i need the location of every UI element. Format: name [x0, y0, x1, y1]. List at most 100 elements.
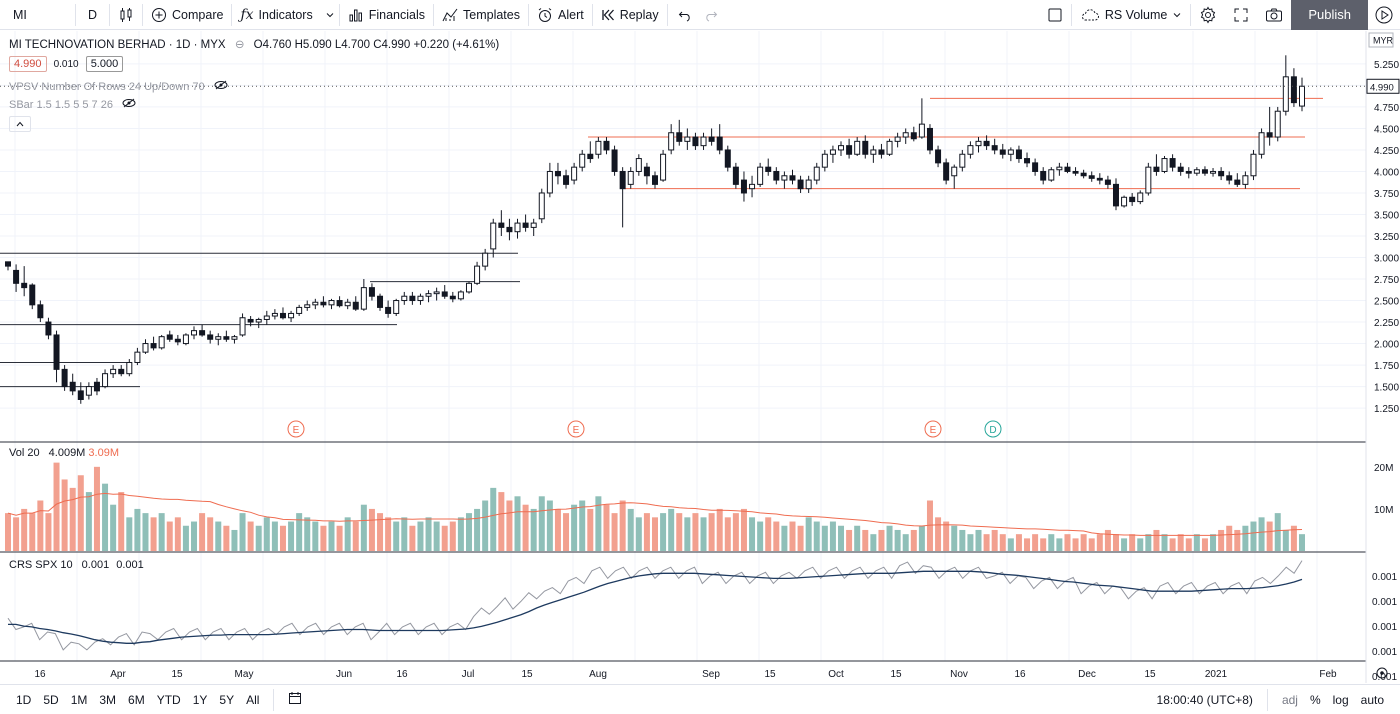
- volume-bar: [425, 517, 432, 551]
- settings-button[interactable]: [1191, 0, 1225, 30]
- event-marker: [287, 420, 305, 438]
- volume-bar: [85, 492, 92, 551]
- volume-bar: [902, 534, 909, 551]
- interval-button[interactable]: D: [76, 0, 109, 30]
- price-axis-label: 2.500: [1374, 297, 1399, 308]
- candle-down: [77, 390, 84, 400]
- range-5y[interactable]: 5Y: [219, 692, 235, 707]
- symbol-search[interactable]: MI: [0, 0, 75, 30]
- eye-off-icon[interactable]: [214, 80, 228, 90]
- volume-bar: [1032, 534, 1039, 551]
- candle-down: [708, 136, 715, 142]
- time-axis-label: Nov: [950, 669, 968, 680]
- replay-button[interactable]: Replay: [593, 0, 667, 30]
- snapshot-button[interactable]: [1257, 0, 1291, 30]
- compare-button[interactable]: Compare: [143, 0, 231, 30]
- candle-up: [255, 318, 262, 323]
- volume-bar: [433, 521, 440, 551]
- divider: [591, 3, 593, 26]
- volume-bar: [813, 521, 820, 551]
- volume-bar: [789, 521, 796, 551]
- vpsv-legend[interactable]: VPSV Number Of Rows 24 Up/Down 70: [9, 80, 228, 93]
- price-axis-label: 2.750: [1374, 275, 1399, 286]
- volume-bar: [182, 525, 189, 551]
- range-5d[interactable]: 5D: [43, 692, 59, 707]
- candle-down: [21, 282, 28, 289]
- candle-up: [239, 317, 246, 336]
- range-ytd[interactable]: YTD: [156, 692, 181, 707]
- alert-button[interactable]: Alert: [529, 0, 592, 30]
- range-3m[interactable]: 3M: [99, 692, 117, 707]
- replay-play-button[interactable]: [1368, 0, 1400, 30]
- indicators-dropdown[interactable]: [321, 0, 339, 30]
- candle-up: [838, 145, 845, 151]
- eye-off-icon[interactable]: [122, 98, 136, 108]
- replay-label: Replay: [619, 7, 659, 22]
- layout-selector[interactable]: RS Volume: [1072, 0, 1191, 30]
- volume-bar: [474, 508, 481, 551]
- candle-up: [102, 373, 109, 388]
- gear-icon: [1199, 6, 1217, 24]
- publish-button[interactable]: Publish: [1291, 0, 1368, 30]
- candle-up: [1048, 169, 1055, 181]
- sbar-label: SBar 1.5 1.5 5 5 7 26: [9, 99, 113, 111]
- candle-up: [1299, 85, 1305, 107]
- buy-price[interactable]: 5.000: [85, 56, 124, 72]
- volume-bar: [1282, 529, 1289, 551]
- volume-bar: [441, 525, 448, 551]
- range-all[interactable]: All: [246, 692, 260, 707]
- divider: [528, 3, 529, 26]
- volume-bar: [1177, 534, 1184, 551]
- volume-value: 4.009M: [48, 447, 86, 459]
- volume-bar: [1226, 525, 1233, 551]
- goto-date-button[interactable]: [282, 691, 308, 708]
- range-6m[interactable]: 6M: [128, 692, 145, 707]
- price-axis-label: 5.250: [1374, 60, 1399, 71]
- volume-bar: [93, 466, 100, 551]
- alert-label: Alert: [558, 7, 584, 22]
- volume-bar: [1104, 529, 1111, 551]
- candle-down: [846, 145, 853, 155]
- collapse-legend-button[interactable]: [9, 116, 31, 132]
- financials-button[interactable]: Financials: [340, 0, 433, 30]
- volume-bar: [514, 496, 521, 551]
- sbar-legend[interactable]: SBar 1.5 1.5 5 5 7 26: [9, 98, 136, 111]
- candle-down: [498, 222, 505, 228]
- redo-button[interactable]: [698, 0, 724, 30]
- axis-settings-icon-center: [1380, 671, 1384, 675]
- volume-bar: [805, 517, 812, 551]
- chart-area[interactable]: E E E D 5.250 5.000 4.750 4.500 4.250 4.000 3.750 3…: [0, 31, 1400, 683]
- crs-axis-label: 0.001: [1372, 622, 1397, 633]
- undo-button[interactable]: [668, 0, 698, 30]
- price-axis-label: 1.500: [1374, 383, 1399, 394]
- volume-bar: [1112, 534, 1119, 551]
- symbol-title: MI TECHNOVATION BERHAD · 1D · MYX: [9, 39, 226, 51]
- log-toggle[interactable]: log: [1332, 692, 1349, 707]
- fullscreen-toggle-button[interactable]: [1039, 0, 1071, 30]
- volume-bar: [29, 513, 36, 551]
- candle-down: [336, 300, 343, 307]
- range-1m[interactable]: 1M: [70, 692, 88, 707]
- price-axis-label: 3.000: [1374, 254, 1399, 265]
- percent-toggle[interactable]: %: [1309, 692, 1321, 707]
- range-1d[interactable]: 1D: [16, 692, 32, 707]
- candle-down: [862, 140, 869, 155]
- fullscreen-button[interactable]: [1225, 0, 1257, 30]
- candle-up: [627, 170, 634, 185]
- crs-legend[interactable]: CRS SPX 10 0.001 0.001: [9, 559, 144, 571]
- indicators-button[interactable]: ƒx Indicators: [232, 0, 320, 30]
- time-axis-label: Apr: [110, 669, 126, 680]
- volume-legend[interactable]: Vol 20 4.009M 3.09M: [9, 447, 119, 459]
- clock[interactable]: 18:00:40 (UTC+8): [1156, 692, 1253, 707]
- volume-bar: [1088, 538, 1095, 551]
- auto-toggle[interactable]: auto: [1360, 692, 1384, 707]
- candle-up: [1274, 110, 1281, 138]
- range-1y[interactable]: 1Y: [192, 692, 208, 707]
- chart-type-button[interactable]: [110, 0, 142, 30]
- volume-bar: [862, 529, 869, 551]
- adj-toggle[interactable]: adj: [1281, 692, 1298, 707]
- chart-canvas[interactable]: E E E D 5.250 5.000 4.750 4.500 4.250 4.000 3.750 3…: [0, 31, 1400, 683]
- volume-bar: [215, 521, 222, 551]
- sell-price[interactable]: 4.990: [9, 56, 47, 72]
- templates-button[interactable]: Templates: [434, 0, 528, 30]
